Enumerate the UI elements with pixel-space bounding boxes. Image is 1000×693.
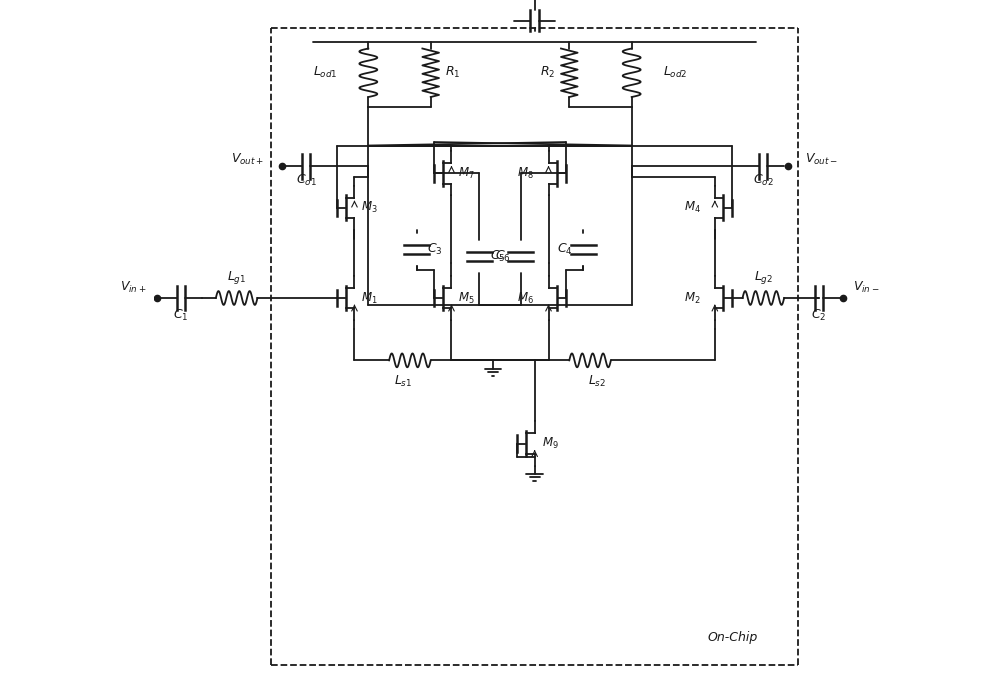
Text: $M_6$: $M_6$ (517, 290, 534, 306)
Text: $V_{out-}$: $V_{out-}$ (805, 152, 838, 167)
Text: $C_1$: $C_1$ (173, 308, 189, 323)
Text: $L_{g1}$: $L_{g1}$ (227, 269, 246, 286)
Text: $L_{od1}$: $L_{od1}$ (313, 65, 337, 80)
Text: $V_{in-}$: $V_{in-}$ (853, 280, 880, 295)
Text: $C_5$: $C_5$ (490, 249, 505, 264)
Text: $C_{o2}$: $C_{o2}$ (753, 173, 774, 188)
Text: $C_2$: $C_2$ (811, 308, 826, 323)
Text: $L_{s2}$: $L_{s2}$ (588, 374, 606, 389)
Text: $C_6$: $C_6$ (495, 249, 510, 264)
Text: $M_5$: $M_5$ (458, 290, 475, 306)
Text: $V_{out+}$: $V_{out+}$ (231, 152, 264, 167)
Text: $L_{g2}$: $L_{g2}$ (754, 269, 773, 286)
Text: $M_8$: $M_8$ (517, 166, 534, 181)
Text: $M_7$: $M_7$ (458, 166, 475, 181)
Text: $M_4$: $M_4$ (684, 200, 701, 216)
Text: $M_2$: $M_2$ (684, 290, 700, 306)
Text: $C_3$: $C_3$ (427, 242, 443, 257)
Text: $L_{s1}$: $L_{s1}$ (394, 374, 412, 389)
Text: On-Chip: On-Chip (708, 631, 758, 644)
Text: $M_1$: $M_1$ (361, 290, 378, 306)
Text: $L_{od2}$: $L_{od2}$ (663, 65, 687, 80)
Text: $R_2$: $R_2$ (540, 65, 555, 80)
Text: $V_{in+}$: $V_{in+}$ (120, 280, 147, 295)
Text: $R_1$: $R_1$ (445, 65, 460, 80)
Text: $M_3$: $M_3$ (361, 200, 378, 216)
Text: $M_9$: $M_9$ (542, 436, 558, 451)
Text: $C_4$: $C_4$ (557, 242, 573, 257)
Text: $C_{o1}$: $C_{o1}$ (296, 173, 316, 188)
